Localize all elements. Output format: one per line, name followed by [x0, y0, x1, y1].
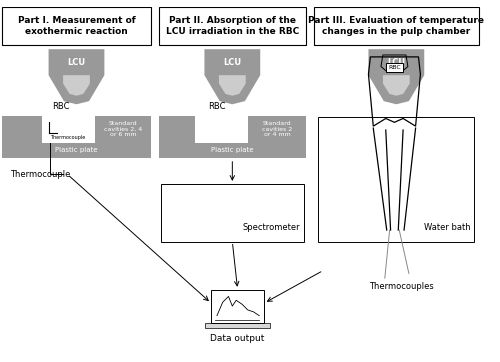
Text: RBC: RBC: [52, 102, 70, 111]
Text: Thermocouple: Thermocouple: [10, 170, 70, 179]
Text: LCU: LCU: [388, 58, 406, 67]
Bar: [2, 115, 42, 143]
Bar: [158, 115, 196, 143]
Text: Data output: Data output: [210, 334, 265, 343]
Polygon shape: [219, 75, 246, 96]
Text: LCU: LCU: [224, 58, 242, 67]
Text: RBC: RBC: [388, 65, 401, 70]
Text: Thermocouple: Thermocouple: [50, 135, 86, 140]
Bar: [42, 115, 95, 143]
Bar: [158, 143, 306, 158]
Bar: [386, 63, 403, 72]
Bar: [160, 184, 304, 241]
Bar: [95, 115, 151, 143]
Text: Standard
cavities 2, 4
or 6 mm: Standard cavities 2, 4 or 6 mm: [104, 121, 142, 137]
Bar: [314, 7, 479, 45]
Bar: [211, 290, 264, 323]
Bar: [2, 7, 151, 45]
Text: Plastic plate: Plastic plate: [211, 147, 254, 153]
Bar: [158, 7, 306, 45]
Polygon shape: [368, 49, 424, 104]
Text: Part III. Evaluation of temperature
changes in the pulp chamber: Part III. Evaluation of temperature chan…: [308, 16, 484, 36]
Text: Thermocouples: Thermocouples: [369, 282, 434, 291]
Polygon shape: [63, 75, 90, 96]
Bar: [2, 143, 151, 158]
Polygon shape: [204, 49, 260, 104]
Text: Spectrometer: Spectrometer: [242, 223, 300, 232]
Text: Part I. Measurement of
exothermic reaction: Part I. Measurement of exothermic reacti…: [18, 16, 136, 36]
Text: Water bath: Water bath: [424, 223, 470, 232]
Text: Plastic plate: Plastic plate: [55, 147, 98, 153]
Text: Part II. Absorption of the
LCU irradiation in the RBC: Part II. Absorption of the LCU irradiati…: [166, 16, 299, 36]
Bar: [318, 117, 474, 241]
Bar: [205, 323, 270, 328]
Bar: [248, 115, 306, 143]
Text: Standard
cavities 2
or 4 mm: Standard cavities 2 or 4 mm: [262, 121, 292, 137]
Text: RBC: RBC: [208, 102, 225, 111]
Polygon shape: [48, 49, 104, 104]
Text: LCU: LCU: [68, 58, 86, 67]
Bar: [196, 115, 248, 143]
Polygon shape: [383, 75, 409, 96]
